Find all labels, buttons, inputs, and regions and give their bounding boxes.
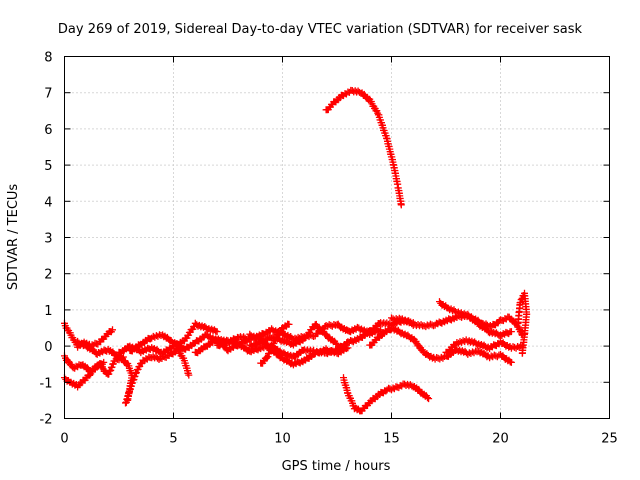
y-tick-label: 1: [44, 304, 52, 319]
y-tick-label: 2: [44, 268, 52, 283]
chart-title: Day 269 of 2019, Sidereal Day-to-day VTE…: [58, 22, 583, 37]
y-tick-label: -1: [40, 376, 53, 391]
y-tick-label: 4: [44, 195, 52, 210]
x-axis: 0 5 10 15 20 25: [60, 56, 618, 447]
series-markers: [366, 324, 515, 366]
y-tick-label: 6: [44, 123, 52, 138]
y-tick-label: 0: [44, 340, 52, 355]
series-markers: [122, 345, 193, 407]
x-tick-label: 20: [492, 432, 509, 447]
y-tick-label: -2: [40, 413, 53, 428]
series-markers: [322, 86, 405, 209]
series-pass-5: [122, 345, 193, 407]
series-markers: [246, 320, 341, 350]
series-pass-13: [322, 86, 405, 209]
grid-lines: [64, 56, 610, 419]
series-pass-14: [340, 374, 433, 415]
x-axis-label: GPS time / hours: [282, 459, 391, 474]
y-tick-label: 3: [44, 232, 52, 247]
series-markers: [514, 289, 531, 357]
y-axis-label: SDTVAR / TECUs: [6, 184, 21, 291]
x-tick-label: 25: [601, 432, 618, 447]
y-axis: -2 -1 0 1 2 3 4 5 6 7 8: [40, 51, 610, 428]
series-pass-18: [442, 336, 526, 356]
series-pass-19: [514, 289, 531, 357]
series-markers: [340, 374, 433, 415]
series-layer: [61, 86, 531, 415]
series-markers: [115, 319, 221, 358]
series-pass-17: [436, 298, 526, 339]
series-markers: [436, 298, 526, 339]
x-tick-label: 5: [169, 432, 177, 447]
x-tick-label: 10: [274, 432, 291, 447]
x-tick-label: 15: [383, 432, 400, 447]
x-tick-label: 0: [60, 432, 68, 447]
series-pass-12: [257, 320, 293, 367]
y-tick-label: 5: [44, 159, 52, 174]
series-pass-11: [246, 320, 341, 350]
y-tick-label: 7: [44, 87, 52, 102]
y-tick-label: 8: [44, 51, 52, 66]
series-markers: [442, 336, 526, 356]
series-pass-7: [115, 319, 221, 358]
series-pass-15: [366, 324, 515, 366]
series-markers: [257, 320, 293, 367]
